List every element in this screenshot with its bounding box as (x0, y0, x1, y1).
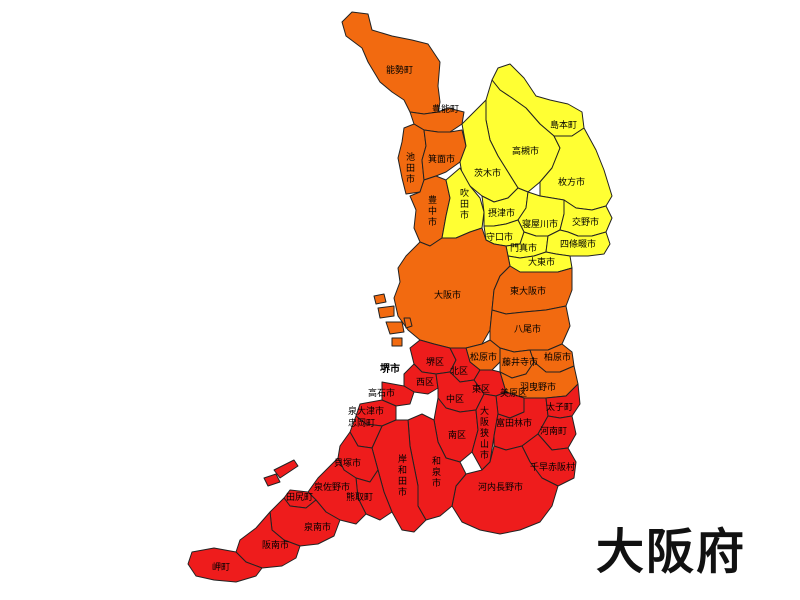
label-osaka: 大阪市 (434, 289, 461, 301)
label-matsubara: 松原市 (470, 351, 497, 363)
label-tondabayashi: 富田林市 (496, 417, 532, 429)
label-izumiotsu: 泉大津市 (348, 405, 384, 417)
label-ikeda: 池田市 (406, 151, 415, 185)
island-3 (385, 321, 405, 335)
label-toyonaka: 豊中市 (428, 194, 437, 228)
label-osakasayama: 大阪狭山市 (480, 405, 489, 461)
label-naka-ku: 中区 (446, 393, 464, 405)
label-shimamoto: 島本町 (550, 119, 577, 131)
label-hannan: 阪南市 (262, 539, 289, 551)
label-higashiosaka: 東大阪市 (510, 285, 546, 297)
label-nishi-ku: 西区 (416, 377, 434, 388)
label-takaishi: 高石市 (368, 387, 395, 399)
region-nose[interactable] (341, 11, 441, 115)
label-tajiri: 田尻町 (286, 492, 313, 503)
island-2 (377, 305, 395, 319)
island-5 (403, 317, 413, 329)
label-kita-ku: 北区 (450, 366, 468, 377)
label-mihara-ku: 美原区 (500, 387, 527, 399)
label-nose: 能勢町 (386, 64, 413, 76)
label-kaizuka: 貝塚市 (334, 457, 361, 469)
island-7 (263, 473, 281, 487)
label-sakai: 堺市 (380, 362, 400, 375)
label-neyagawa: 寝屋川市 (522, 218, 558, 230)
region-misaki[interactable] (187, 547, 263, 583)
label-kashiwara: 柏原市 (544, 351, 571, 363)
label-suita: 吹田市 (460, 187, 469, 221)
label-moriguchi: 守口市 (486, 231, 513, 243)
island-1 (373, 293, 387, 305)
label-yao: 八尾市 (514, 323, 541, 335)
label-daito: 大東市 (528, 256, 555, 268)
island-4 (391, 337, 403, 347)
label-sennan: 泉南市 (304, 521, 331, 533)
label-higashi-ku: 東区 (472, 383, 490, 395)
label-hirakata: 枚方市 (558, 176, 585, 188)
label-izumi: 和泉市 (432, 456, 441, 489)
label-katano: 交野市 (572, 216, 599, 228)
label-chihayaakasaka: 千早赤阪村 (530, 461, 575, 473)
label-taishi: 太子町 (546, 401, 573, 413)
label-toyono: 豊能町 (432, 103, 459, 115)
label-shijonawate: 四條畷市 (560, 238, 596, 250)
label-kanan: 河南町 (540, 425, 567, 437)
label-kishiwada: 岸和田市 (398, 454, 407, 498)
region-osakasayama[interactable] (471, 393, 499, 471)
label-sakai-ku: 堺区 (426, 356, 444, 368)
label-ibaraki: 茨木市 (474, 167, 501, 179)
label-fujiidera: 藤井寺市 (502, 356, 538, 368)
label-habikino: 羽曳野市 (520, 381, 556, 393)
label-minami-ku: 南区 (448, 429, 466, 441)
label-kadoma: 門真市 (510, 242, 537, 254)
region-mino[interactable] (421, 129, 467, 181)
label-settsu: 摂津市 (488, 207, 515, 219)
label-takatsuki: 高槻市 (512, 145, 539, 157)
label-mino: 箕面市 (428, 153, 455, 165)
label-tadaoka: 忠岡町 (348, 418, 375, 429)
label-kumatori: 熊取町 (346, 491, 373, 503)
label-kawachinagano: 河内長野市 (478, 481, 523, 493)
label-izumisano: 泉佐野市 (314, 481, 350, 493)
label-misaki: 岬町 (212, 562, 230, 573)
island-6 (273, 459, 299, 479)
page-title: 大阪府 (596, 524, 747, 580)
